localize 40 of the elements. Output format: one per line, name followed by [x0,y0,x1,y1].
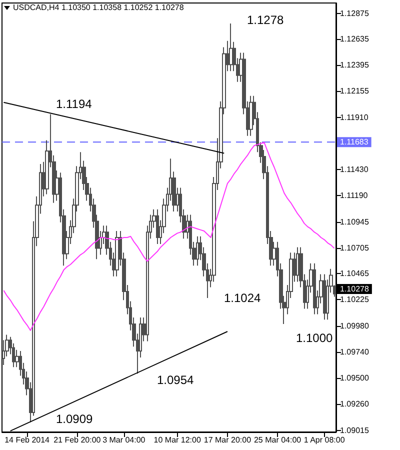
candlestick [313,262,316,315]
ref-line-label: 1.11683 [340,138,369,147]
candlestick [115,230,119,277]
x-tick-label: 14 Feb 2014 [4,436,50,444]
annotation: 1.1194 [56,97,92,111]
y-tick-label: 1.09980 [340,322,370,331]
x-tick-label: 21 Feb 20:00 [54,436,102,444]
chart-title: USDCAD,H4 1.10350 1.10358 1.10252 1.10278 [13,3,184,12]
x-tick-label: 3 Mar 04:00 [102,436,146,444]
annotation: 1.0909 [56,412,94,426]
annotation: 1.0954 [157,373,194,387]
candlestick [229,23,233,72]
y-tick-label: 1.10945 [340,217,370,226]
y-tick-label: 1.09260 [340,399,370,408]
y-tick-label: 1.12875 [340,8,370,18]
y-tick-label: 1.09500 [340,373,370,382]
y-tick-label: 1.10225 [340,295,370,304]
y-tick-label: 1.12155 [340,86,370,96]
y-tick-label: 1.09015 [340,426,370,435]
y-tick-label: 1.12635 [340,34,370,44]
y-tick-label: 1.11910 [340,113,369,122]
candlestick [156,208,159,244]
x-tick-label: 10 Mar 12:00 [154,436,202,444]
candlestick [323,274,326,320]
x-tick-label: 17 Mar 20:00 [204,436,252,444]
annotation: 1.1024 [224,291,262,305]
x-tick-label: 1 Apr 08:00 [304,436,346,444]
y-tick-label: 1.10465 [340,269,370,278]
y-tick-label: 1.10705 [340,243,370,252]
y-tick-label: 1.09740 [340,348,370,357]
candlestick [196,236,199,266]
candlestick [249,95,253,136]
line-series [3,142,335,331]
text: 1.10278 [340,284,370,294]
annotation: 1.1000 [296,331,334,345]
y-tick-label: 1.11190 [340,190,368,200]
x-tick-label: 25 Mar 04:00 [254,436,302,444]
annotation: 1.1278 [247,13,284,27]
y-tick-label: 1.12395 [340,60,370,70]
y-tick-label: 1.11430 [340,164,369,174]
